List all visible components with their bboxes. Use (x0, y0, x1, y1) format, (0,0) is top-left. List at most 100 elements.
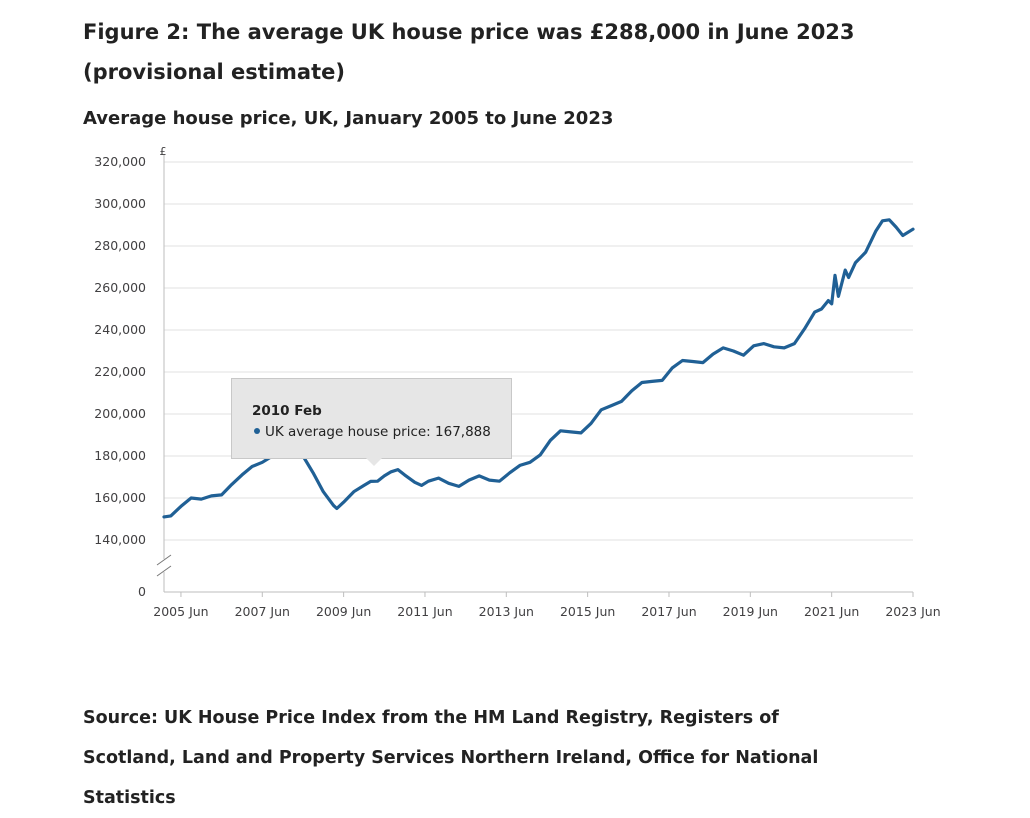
data-point[interactable] (335, 507, 338, 510)
y-tick-label: 280,000 (94, 238, 146, 253)
x-tick-label: 2021 Jun (804, 604, 859, 619)
data-point[interactable] (457, 485, 460, 488)
data-point[interactable] (261, 461, 264, 464)
data-point[interactable] (701, 361, 704, 364)
data-point[interactable] (854, 261, 857, 264)
x-tick-label: 2011 Jun (397, 604, 452, 619)
data-point[interactable] (403, 473, 406, 476)
data-point[interactable] (661, 379, 664, 382)
data-point[interactable] (864, 251, 867, 254)
data-point[interactable] (691, 360, 694, 363)
axis-break-mark (156, 565, 172, 577)
data-point[interactable] (793, 342, 796, 345)
data-point[interactable] (671, 366, 674, 369)
data-point[interactable] (478, 474, 481, 477)
data-point[interactable] (342, 501, 345, 504)
data-point[interactable] (162, 515, 165, 518)
data-point[interactable] (230, 483, 233, 486)
data-point[interactable] (447, 482, 450, 485)
data-point[interactable] (539, 453, 542, 456)
data-point[interactable] (881, 219, 884, 222)
x-tick-label: 2005 Jun (153, 604, 208, 619)
data-point[interactable] (488, 479, 491, 482)
data-point[interactable] (200, 497, 203, 500)
chart-subtitle: Average house price, UK, January 2005 to… (83, 108, 614, 129)
y-tick-label: 260,000 (94, 280, 146, 295)
data-point[interactable] (820, 307, 823, 310)
data-point[interactable] (620, 400, 623, 403)
data-point[interactable] (901, 234, 904, 237)
data-point[interactable] (589, 422, 592, 425)
data-point[interactable] (498, 480, 501, 483)
data-point[interactable] (549, 439, 552, 442)
y-axis-ticks: 140,000 160,000 180,000 200,000 220,000 240,0… (94, 154, 146, 599)
data-point[interactable] (508, 471, 511, 474)
y-tick-label: 160,000 (94, 490, 146, 505)
data-point[interactable] (312, 471, 315, 474)
data-point[interactable] (894, 226, 897, 229)
data-point[interactable] (752, 344, 755, 347)
chart-tooltip: 2010 Feb UK average house price: 167,888 (231, 378, 512, 466)
data-point[interactable] (803, 327, 806, 330)
data-point[interactable] (569, 430, 572, 433)
data-point[interactable] (332, 504, 335, 507)
y-axis-unit-label: £ (160, 145, 167, 158)
data-point[interactable] (911, 228, 914, 231)
data-point[interactable] (396, 468, 399, 471)
data-point[interactable] (837, 295, 840, 298)
data-point[interactable] (251, 465, 254, 468)
data-point[interactable] (467, 479, 470, 482)
axes (156, 154, 172, 592)
data-point[interactable] (783, 346, 786, 349)
data-point[interactable] (722, 346, 725, 349)
data-point[interactable] (711, 353, 714, 356)
data-point[interactable] (630, 389, 633, 392)
data-point[interactable] (888, 218, 891, 221)
data-point[interactable] (742, 354, 745, 357)
data-point[interactable] (650, 380, 653, 383)
data-point[interactable] (420, 484, 423, 487)
tooltip-pointer (366, 458, 382, 466)
data-point[interactable] (681, 359, 684, 362)
data-point[interactable] (559, 429, 562, 432)
data-point[interactable] (413, 481, 416, 484)
series-line-uk-average-house-price[interactable] (162, 218, 915, 519)
data-point[interactable] (847, 276, 850, 279)
data-point[interactable] (600, 408, 603, 411)
data-point[interactable] (383, 474, 386, 477)
data-point[interactable] (322, 490, 325, 493)
data-point[interactable] (518, 464, 521, 467)
data-point[interactable] (369, 480, 372, 483)
tooltip-value-line: UK average house price: 167,888 (254, 421, 511, 443)
data-point[interactable] (579, 431, 582, 434)
data-point[interactable] (833, 274, 836, 277)
data-point[interactable] (640, 381, 643, 384)
data-point[interactable] (844, 269, 847, 272)
y-tick-label-zero: 0 (138, 584, 146, 599)
data-point[interactable] (169, 514, 172, 517)
data-point[interactable] (437, 476, 440, 479)
data-point[interactable] (528, 461, 531, 464)
axis-break-mark (156, 554, 172, 566)
gridlines (164, 161, 913, 593)
data-point[interactable] (362, 484, 365, 487)
tooltip-series-label: UK average house price: (265, 424, 436, 440)
figure-title: Figure 2: The average UK house price was… (83, 20, 855, 84)
data-point[interactable] (376, 480, 379, 483)
data-point[interactable] (190, 496, 193, 499)
data-point[interactable] (830, 302, 833, 305)
data-point[interactable] (762, 342, 765, 345)
data-point[interactable] (813, 311, 816, 314)
data-point[interactable] (827, 299, 830, 302)
data-point[interactable] (874, 230, 877, 233)
data-point[interactable] (220, 493, 223, 496)
data-point[interactable] (610, 404, 613, 407)
data-point[interactable] (352, 490, 355, 493)
data-point[interactable] (179, 505, 182, 508)
data-point[interactable] (772, 345, 775, 348)
data-point[interactable] (427, 480, 430, 483)
data-point[interactable] (732, 349, 735, 352)
data-point[interactable] (210, 494, 213, 497)
data-point[interactable] (240, 473, 243, 476)
data-point[interactable] (389, 470, 392, 473)
